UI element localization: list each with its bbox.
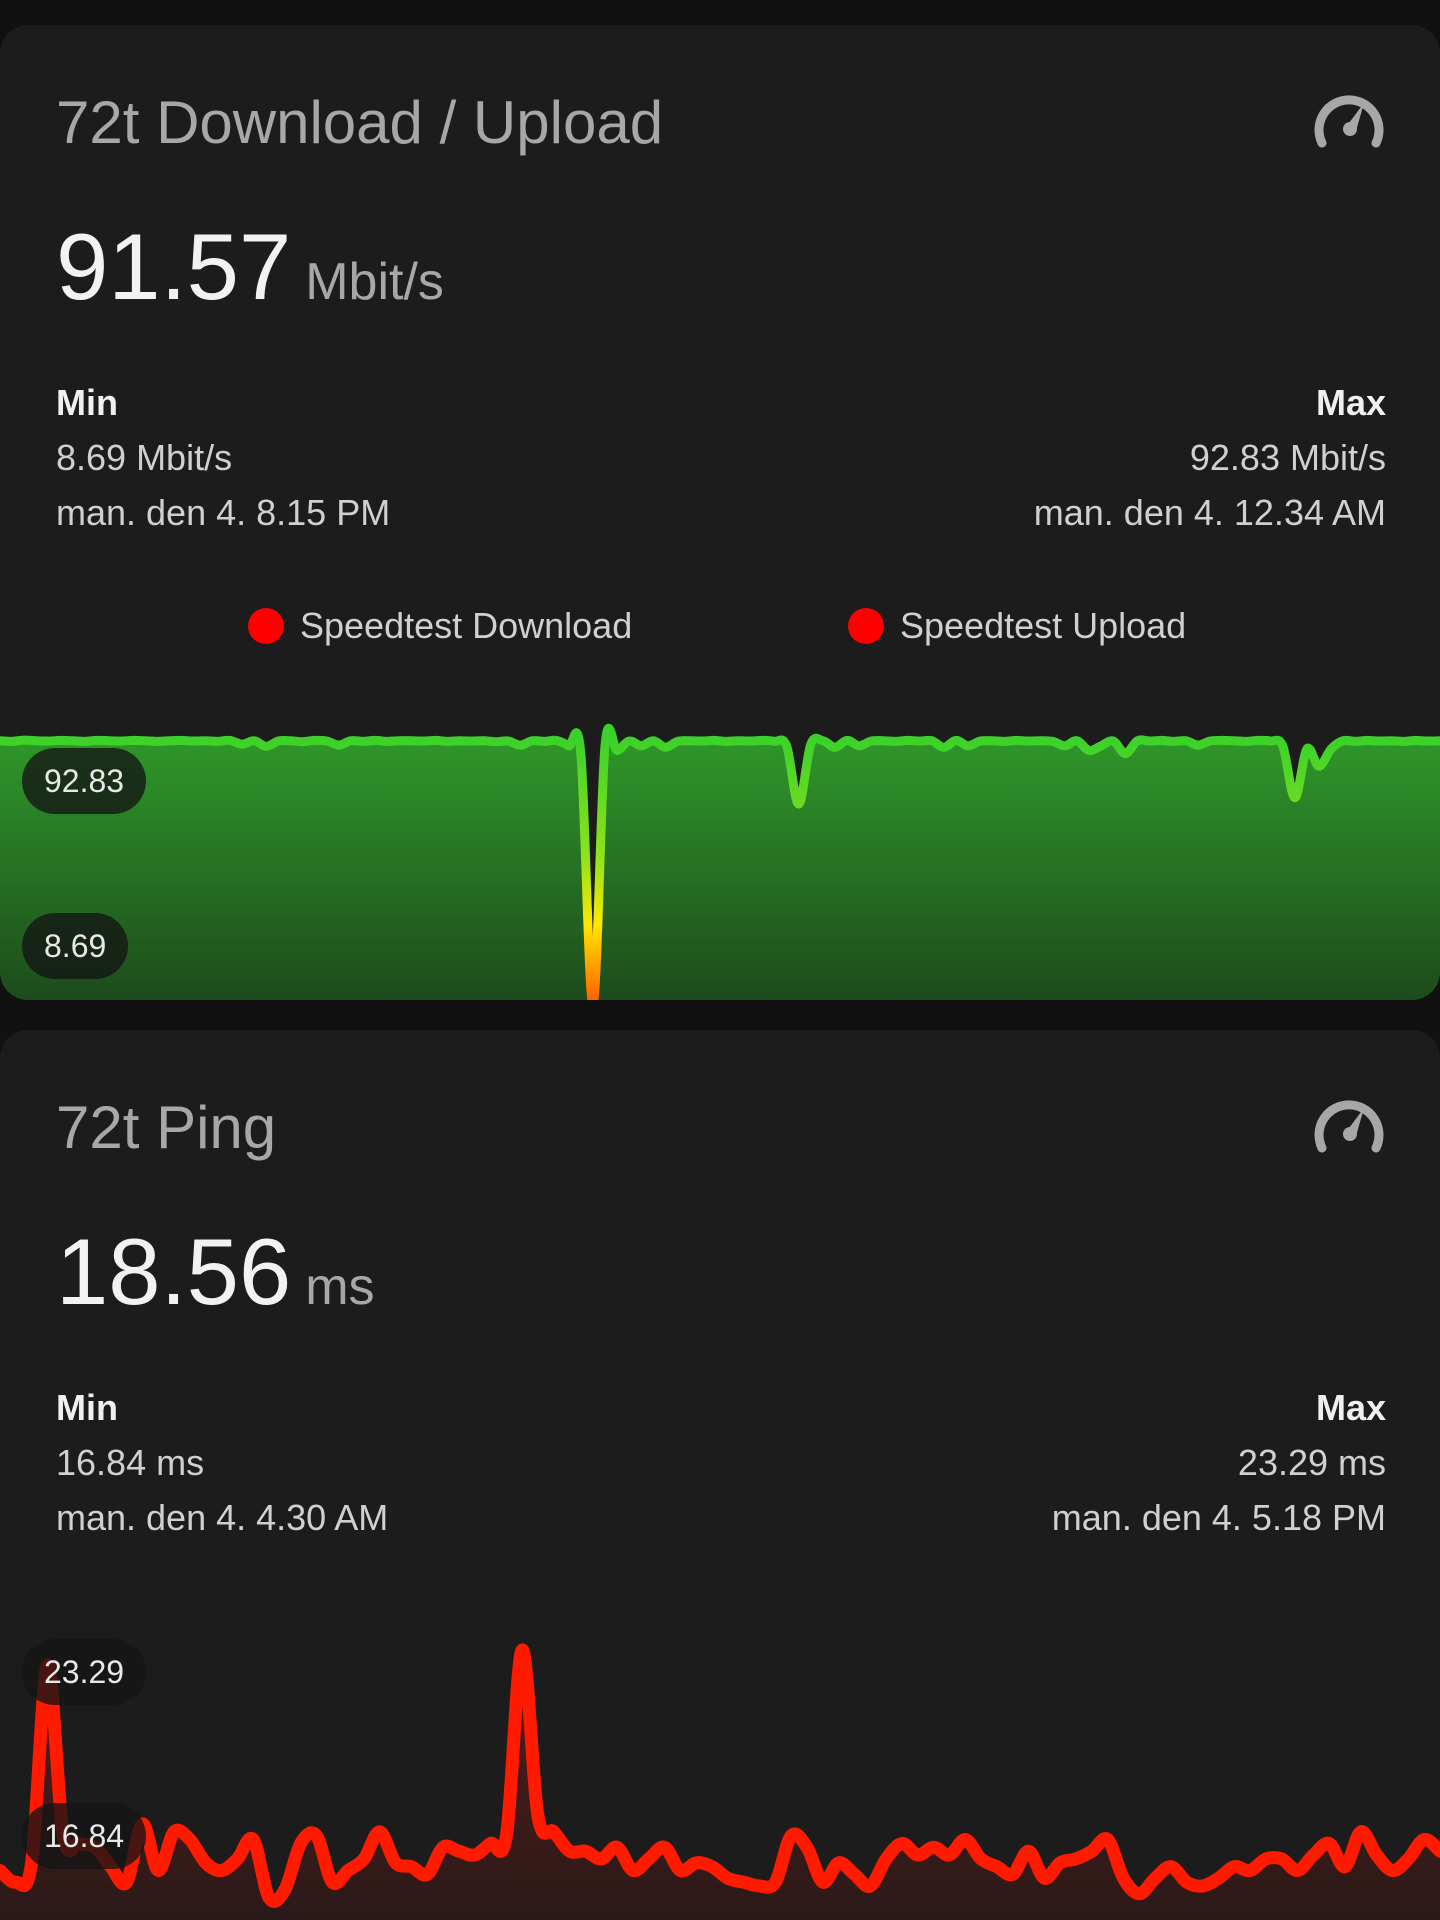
max-label: Max	[1315, 1387, 1386, 1428]
min-label: Min	[56, 1387, 118, 1428]
max-value: 23.29 ms	[1237, 1442, 1386, 1483]
current-value-number: 91.57	[56, 214, 292, 319]
speedometer-icon	[1314, 95, 1384, 148]
current-value-unit: ms	[305, 1258, 375, 1316]
download-area	[0, 728, 1440, 1000]
current-value-unit: Mbit/s	[305, 253, 444, 311]
card-title: 72t Download / Upload	[56, 89, 664, 156]
download-chart[interactable]	[0, 695, 1440, 1000]
current-value: 18.56 ms	[56, 1225, 375, 1319]
min-stat: Min 8.69 Mbit/s man. den 4. 8.15 PM	[56, 375, 390, 540]
legend-item-upload[interactable]: Speedtest Upload	[848, 605, 1186, 647]
chart-legend: Speedtest Download Speedtest Upload	[0, 605, 1440, 665]
ping-card[interactable]: 72t Ping 18.56 ms Min 16.84 ms man. den …	[0, 1030, 1440, 1920]
download-line	[0, 723, 1440, 1000]
speedometer-icon	[1314, 1100, 1384, 1153]
min-stat: Min 16.84 ms man. den 4. 4.30 AM	[56, 1380, 388, 1545]
max-stat: Max 23.29 ms man. den 4. 5.18 PM	[1052, 1380, 1386, 1545]
min-time: man. den 4. 4.30 AM	[56, 1497, 389, 1538]
legend-label: Speedtest Upload	[900, 605, 1187, 646]
current-value-number: 18.56	[56, 1219, 292, 1324]
download-upload-card[interactable]: 72t Download / Upload 91.57 Mbit/s Min 8…	[0, 25, 1440, 1000]
legend-label: Speedtest Download	[300, 605, 633, 646]
max-stat: Max 92.83 Mbit/s man. den 4. 12.34 AM	[1034, 375, 1386, 540]
max-label: Max	[1315, 382, 1386, 423]
ping-area	[0, 1649, 1440, 1920]
legend-item-download[interactable]: Speedtest Download	[248, 605, 632, 647]
max-value: 92.83 Mbit/s	[1189, 437, 1386, 478]
min-label: Min	[56, 382, 118, 423]
legend-dot	[848, 608, 884, 644]
ping-chart[interactable]	[0, 1600, 1440, 1920]
axis-min-pill: 8.69	[22, 913, 129, 979]
ping-line	[0, 1643, 1440, 1908]
max-time: man. den 4. 12.34 AM	[1033, 492, 1386, 533]
axis-max-pill: 92.83	[22, 748, 147, 814]
card-title: 72t Ping	[56, 1094, 277, 1161]
min-time: man. den 4. 8.15 PM	[56, 492, 391, 533]
min-value: 8.69 Mbit/s	[56, 437, 233, 478]
max-time: man. den 4. 5.18 PM	[1051, 1497, 1386, 1538]
current-value: 91.57 Mbit/s	[56, 220, 444, 314]
axis-max-pill: 23.29	[22, 1639, 147, 1705]
min-value: 16.84 ms	[56, 1442, 205, 1483]
axis-min-pill: 16.84	[22, 1803, 147, 1869]
legend-dot	[248, 608, 284, 644]
